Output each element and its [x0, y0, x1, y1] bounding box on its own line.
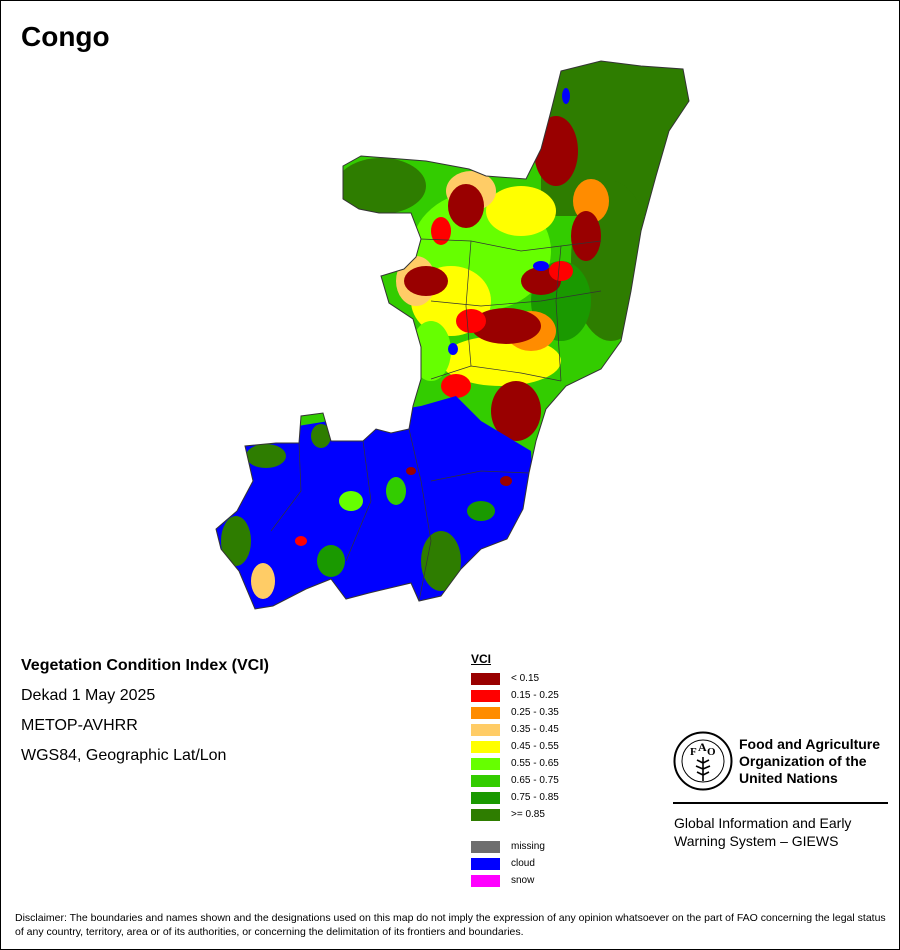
giews-name: Global Information and Early Warning Sys…: [674, 814, 851, 850]
legend-item: < 0.15: [471, 670, 559, 687]
fao-name-line: Organization of the: [739, 753, 867, 769]
svg-text:F: F: [690, 746, 697, 758]
legend-swatch: [471, 689, 500, 702]
legend-item: snow: [471, 872, 559, 889]
legend-item: cloud: [471, 855, 559, 872]
legend-swatch: [471, 857, 500, 870]
legend-swatch: [471, 840, 500, 853]
product-name: Vegetation Condition Index (VCI): [21, 657, 269, 674]
legend-label: < 0.15: [511, 673, 540, 684]
giews-line: Warning System – GIEWS: [674, 833, 839, 849]
legend-item: 0.65 - 0.75: [471, 772, 559, 789]
legend-swatch: [471, 706, 500, 719]
fao-name: Food and Agriculture Organization of the…: [739, 736, 880, 787]
product-info: Vegetation Condition Index (VCI) Dekad 1…: [21, 657, 269, 777]
svg-text:A: A: [698, 740, 707, 754]
legend-swatch: [471, 808, 500, 821]
vci-legend: VCI < 0.15 0.15 - 0.25 0.25 - 0.35 0.35 - 0…: [471, 652, 559, 889]
legend-item: 0.45 - 0.55: [471, 738, 559, 755]
legend-swatch: [471, 723, 500, 736]
admin-boundaries: [270, 238, 602, 602]
legend-swatch: [471, 672, 500, 685]
legend-label: 0.75 - 0.85: [511, 792, 559, 803]
legend-label: 0.55 - 0.65: [511, 758, 559, 769]
legend-label: 0.15 - 0.25: [511, 690, 559, 701]
svg-text:O: O: [707, 746, 716, 758]
legend-label: missing: [511, 841, 545, 852]
product-sensor: METOP-AVHRR: [21, 717, 138, 734]
legend-swatch: [471, 774, 500, 787]
fao-name-line: Food and Agriculture: [739, 736, 881, 752]
legend-label: 0.45 - 0.55: [511, 741, 559, 752]
fao-name-line: United Nations: [739, 770, 838, 786]
legend-label: >= 0.85: [511, 809, 545, 820]
disclaimer: Disclaimer: The boundaries and names sho…: [15, 912, 886, 938]
legend-label: 0.25 - 0.35: [511, 707, 559, 718]
legend-label: 0.35 - 0.45: [511, 724, 559, 735]
legend-label: snow: [511, 875, 535, 886]
legend-item: 0.25 - 0.35: [471, 704, 559, 721]
legend-swatch: [471, 874, 500, 887]
legend-swatch: [471, 791, 500, 804]
product-period: Dekad 1 May 2025: [21, 687, 156, 704]
legend-swatch: [471, 757, 500, 770]
product-projection: WGS84, Geographic Lat/Lon: [21, 747, 227, 764]
legend-item: 0.55 - 0.65: [471, 755, 559, 772]
legend-classes: < 0.15 0.15 - 0.25 0.25 - 0.35 0.35 - 0.45 0…: [471, 670, 559, 823]
legend-label: 0.65 - 0.75: [511, 775, 559, 786]
fao-logo-icon: F A O: [673, 731, 733, 791]
legend-item: 0.15 - 0.25: [471, 687, 559, 704]
country-boundary: [215, 60, 690, 610]
logo-divider: [673, 802, 888, 804]
giews-line: Global Information and Early: [674, 815, 852, 831]
legend-item: 0.75 - 0.85: [471, 789, 559, 806]
legend-swatch: [471, 740, 500, 753]
vci-map: [215, 60, 690, 610]
vci-raster: [216, 61, 689, 609]
legend-title: VCI: [471, 652, 492, 666]
legend-label: cloud: [511, 858, 535, 869]
legend-item: >= 0.85: [471, 806, 559, 823]
legend-item: missing: [471, 838, 559, 855]
legend-special: missing cloud snow: [471, 838, 559, 889]
legend-item: 0.35 - 0.45: [471, 721, 559, 738]
map-title: Congo: [21, 21, 110, 52]
